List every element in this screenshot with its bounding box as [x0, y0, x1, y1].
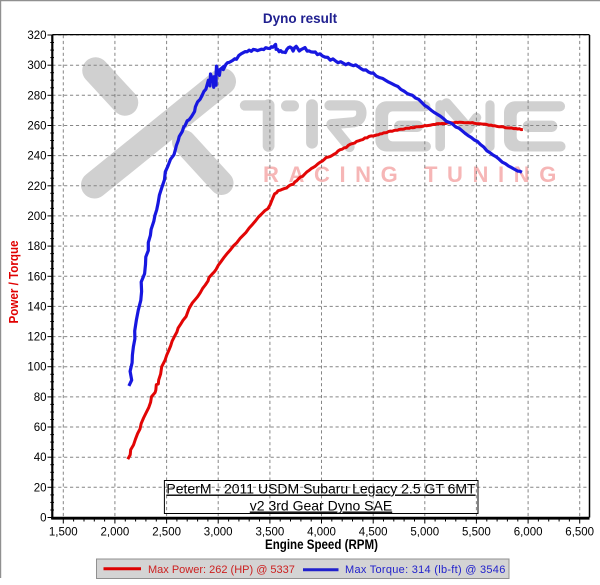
svg-text:3,500: 3,500	[256, 527, 285, 539]
svg-text:6,000: 6,000	[514, 527, 543, 539]
svg-text:2,500: 2,500	[152, 527, 181, 539]
svg-text:260: 260	[27, 121, 46, 133]
svg-text:280: 280	[27, 90, 46, 102]
svg-text:320: 320	[27, 30, 46, 42]
svg-text:120: 120	[27, 332, 46, 344]
svg-text:180: 180	[27, 241, 46, 253]
svg-text:40: 40	[34, 452, 47, 464]
svg-text:Engine Speed (RPM): Engine Speed (RPM)	[265, 537, 378, 552]
svg-text:20: 20	[34, 482, 47, 494]
svg-text:60: 60	[34, 422, 47, 434]
svg-text:Max Power: 262 (HP) @ 5337: Max Power: 262 (HP) @ 5337	[148, 564, 295, 576]
svg-text:1,500: 1,500	[49, 527, 78, 539]
svg-text:PeterM - 2011 USDM Subaru Lega: PeterM - 2011 USDM Subaru Legacy 2.5 GT …	[166, 481, 476, 497]
svg-text:200: 200	[27, 211, 46, 223]
svg-text:240: 240	[27, 151, 46, 163]
svg-text:80: 80	[34, 392, 47, 404]
svg-text:140: 140	[27, 301, 46, 313]
svg-text:TUNING: TUNING	[424, 162, 566, 187]
svg-text:4,000: 4,000	[307, 527, 336, 539]
svg-text:RACING: RACING	[263, 162, 407, 187]
svg-text:5,000: 5,000	[410, 527, 439, 539]
svg-text:220: 220	[27, 181, 46, 193]
svg-text:2,000: 2,000	[101, 527, 130, 539]
svg-text:Max Torque: 314 (lb-ft) @ 3546: Max Torque: 314 (lb-ft) @ 3546	[345, 564, 506, 576]
svg-text:300: 300	[27, 60, 46, 72]
svg-text:160: 160	[27, 271, 46, 283]
svg-text:0: 0	[40, 513, 46, 525]
svg-text:Dyno result: Dyno result	[263, 11, 338, 26]
svg-text:4,500: 4,500	[359, 527, 388, 539]
svg-text:v2 3rd Gear Dyno SAE: v2 3rd Gear Dyno SAE	[250, 498, 392, 514]
svg-text:Power / Torque: Power / Torque	[6, 241, 21, 324]
svg-text:3,000: 3,000	[204, 527, 233, 539]
svg-text:6,500: 6,500	[565, 527, 594, 539]
svg-text:5,500: 5,500	[462, 527, 491, 539]
svg-text:100: 100	[27, 362, 46, 374]
